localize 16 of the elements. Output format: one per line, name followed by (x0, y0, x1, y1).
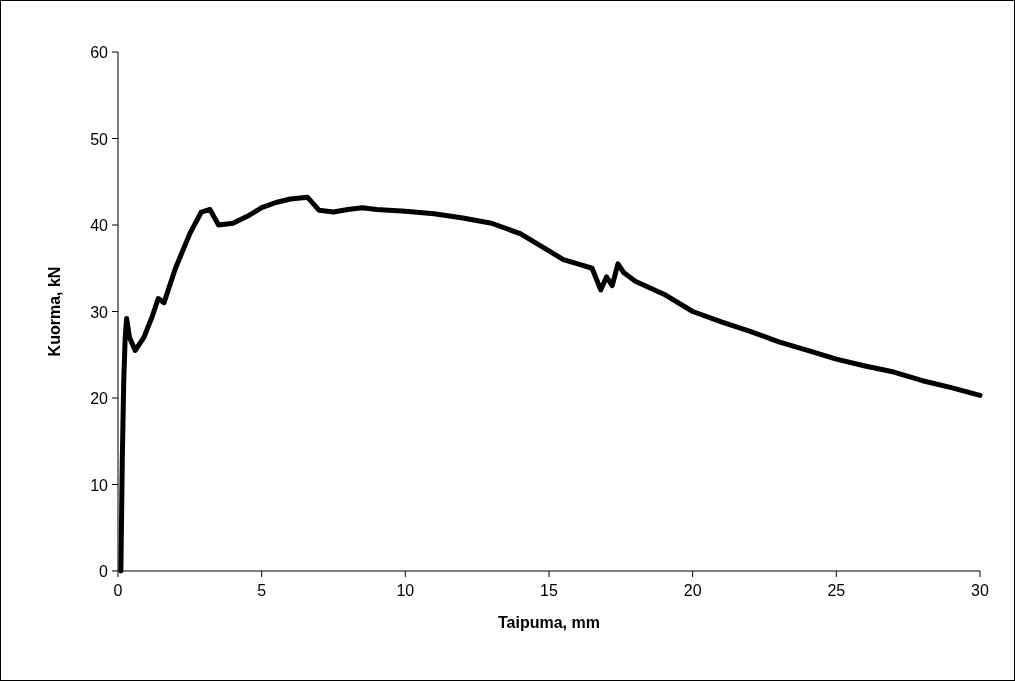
y-tick-label: 30 (90, 303, 109, 321)
y-tick-label: 60 (90, 44, 109, 61)
x-tick-label: 5 (257, 582, 267, 599)
x-tick-label: 10 (396, 582, 415, 599)
y-tick-label: 50 (90, 130, 109, 148)
y-tick-label: 10 (90, 476, 109, 494)
y-tick-label: 40 (90, 217, 109, 234)
x-tick-label: 15 (540, 582, 558, 599)
y-tick-label: 20 (90, 390, 109, 407)
x-tick-label: 25 (827, 582, 846, 599)
x-tick-label: 30 (971, 582, 989, 599)
y-tick-label: 0 (99, 563, 109, 580)
x-tick-label: 0 (113, 582, 123, 599)
y-axis-title: Kuorma, kN (46, 266, 63, 357)
x-tick-label: 20 (683, 582, 702, 599)
x-axis-title: Taipuma, mm (498, 614, 600, 631)
